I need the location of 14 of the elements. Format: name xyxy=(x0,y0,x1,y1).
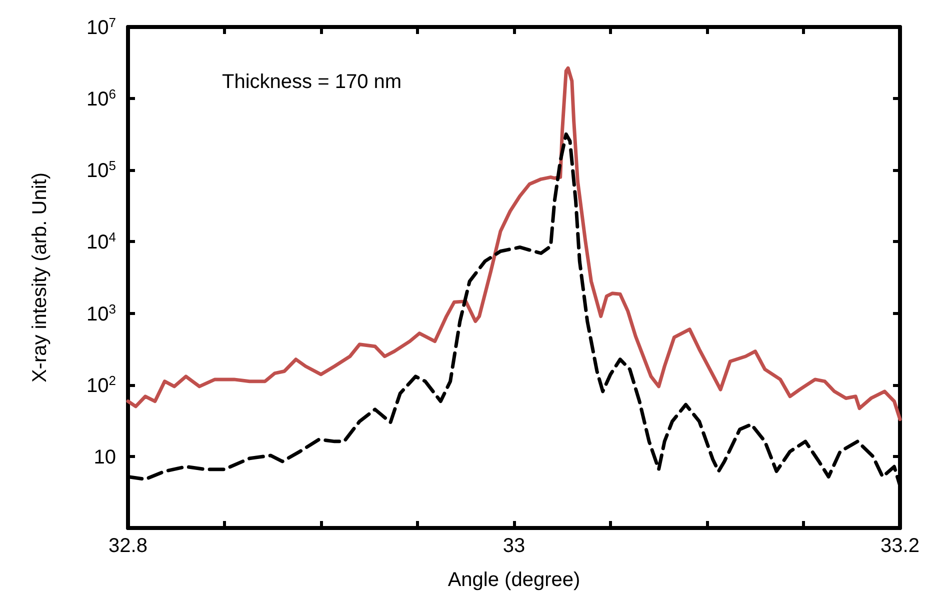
x-axis-title: Angle (degree) xyxy=(448,569,580,591)
annotation: Thickness = 170 nm xyxy=(222,71,402,93)
y-axis-title: X-ray intesity (arb. Unit) xyxy=(29,172,51,383)
y-tick-label: 10$^{6}$ xyxy=(86,86,116,111)
line-series xyxy=(126,66,902,422)
y-tick-label: 10$^{7}$ xyxy=(86,14,116,39)
y-tick-label: 10$^{4}$ xyxy=(86,229,116,254)
x-tick-label: 33.2 xyxy=(880,535,920,557)
y-tick-label: 10 xyxy=(94,446,116,468)
y-tick-label: 10$^{3}$ xyxy=(86,300,116,326)
y-tick-label: 10$^{2}$ xyxy=(86,372,116,397)
y-tick-label: 10$^{5}$ xyxy=(86,158,116,182)
x-tick-label: 33 xyxy=(502,535,526,557)
x-tick-label: 32.8 xyxy=(108,535,148,557)
